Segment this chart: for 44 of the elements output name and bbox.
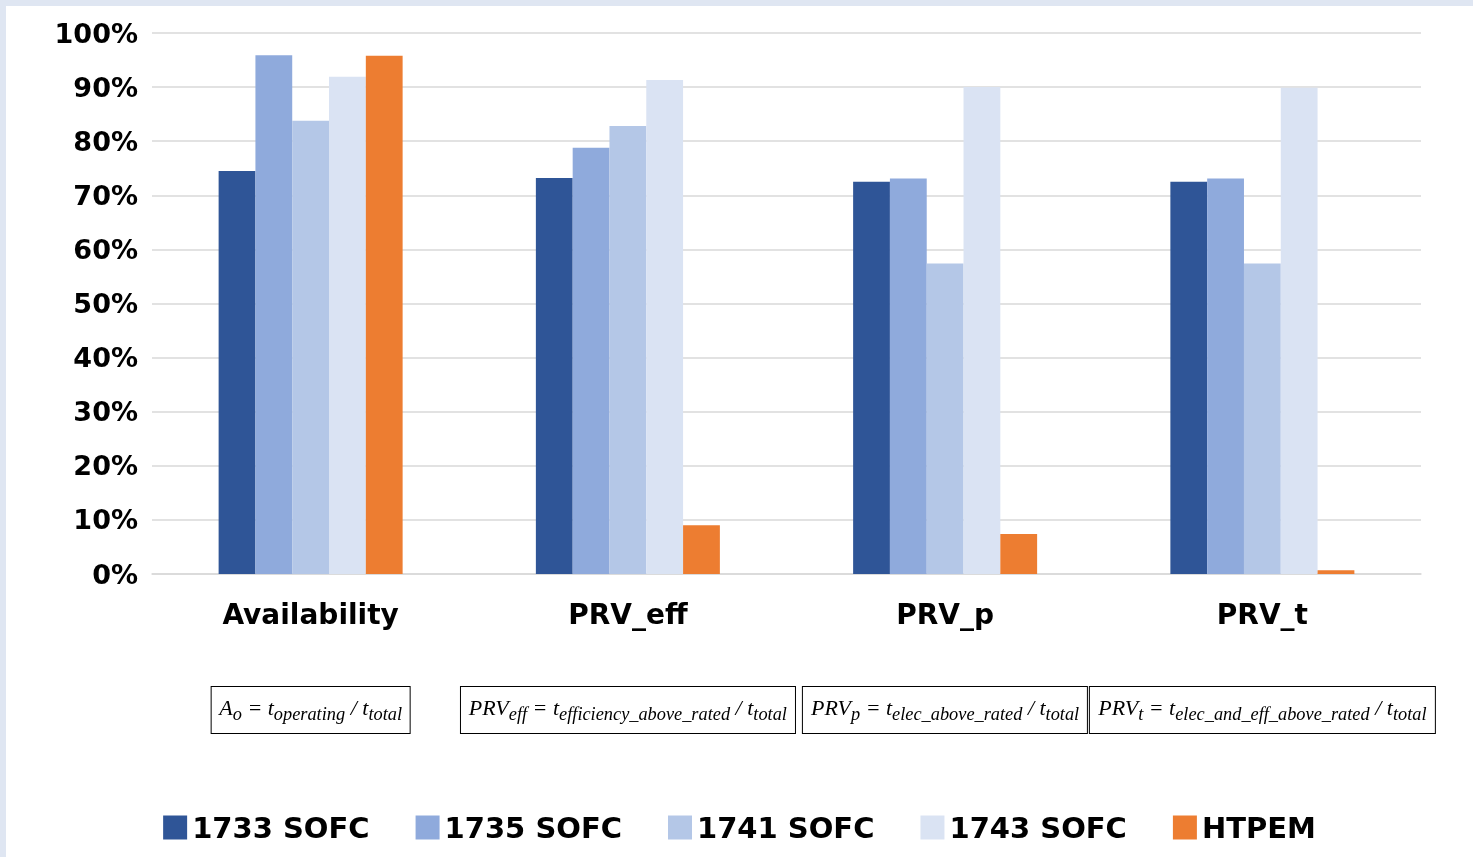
bar bbox=[535, 177, 573, 574]
formula-box: PRV$_{eff}$ = t$_{efficiency_above_rated}$ / t$_{total}$ bbox=[459, 686, 796, 735]
bar bbox=[1207, 178, 1244, 574]
bar bbox=[609, 126, 647, 574]
x-tick-label: PRV_p bbox=[896, 597, 995, 631]
bar bbox=[1000, 533, 1038, 574]
y-tick-label: 100% bbox=[54, 17, 138, 49]
x-tick-label: PRV_t bbox=[1216, 597, 1308, 631]
legend-label: 1735 SOFC bbox=[444, 810, 623, 845]
x-tick-label: PRV_eff bbox=[568, 597, 688, 631]
bar bbox=[365, 55, 403, 574]
legend-label: HTPEM bbox=[1201, 810, 1316, 845]
y-tick-label: 30% bbox=[73, 396, 138, 428]
y-tick-label: 0% bbox=[92, 558, 138, 590]
y-tick-label: 70% bbox=[73, 179, 138, 211]
x-tick-label: Availability bbox=[222, 597, 399, 631]
bar bbox=[889, 178, 927, 574]
bar bbox=[646, 80, 684, 574]
legend-label: 1741 SOFC bbox=[697, 810, 875, 845]
y-tick-label: 40% bbox=[73, 342, 138, 374]
bar bbox=[963, 87, 1001, 574]
y-tick-label: 20% bbox=[73, 450, 138, 482]
bar bbox=[1280, 87, 1318, 574]
formula-box: A$_{o}$ = t$_{operating}$ / t$_{total}$ bbox=[210, 686, 411, 735]
y-tick-label: 60% bbox=[73, 233, 138, 265]
y-tick-label: 90% bbox=[73, 71, 138, 103]
bar bbox=[926, 263, 964, 574]
bar bbox=[218, 170, 256, 574]
bar bbox=[853, 181, 890, 574]
bar bbox=[1317, 570, 1355, 574]
bar bbox=[1243, 263, 1281, 574]
bar bbox=[1170, 181, 1208, 574]
y-tick-label: 10% bbox=[73, 504, 138, 536]
bar bbox=[255, 55, 293, 574]
y-tick-label: 50% bbox=[73, 288, 138, 319]
y-tick-label: 80% bbox=[73, 125, 138, 157]
bar bbox=[572, 147, 610, 574]
bar bbox=[292, 120, 330, 574]
bar bbox=[329, 76, 366, 574]
formula-box: PRV$_{p}$ = t$_{elec_above_rated}$ / t$_{total}$ bbox=[802, 686, 1089, 735]
legend-label: 1743 SOFC bbox=[949, 810, 1127, 845]
formula-box: PRV$_{t}$ = t$_{elec_and_eff_above_rated}$ / t$_{total}$ bbox=[1089, 686, 1436, 735]
legend-label: 1733 SOFC bbox=[192, 810, 370, 845]
bar bbox=[683, 525, 720, 574]
